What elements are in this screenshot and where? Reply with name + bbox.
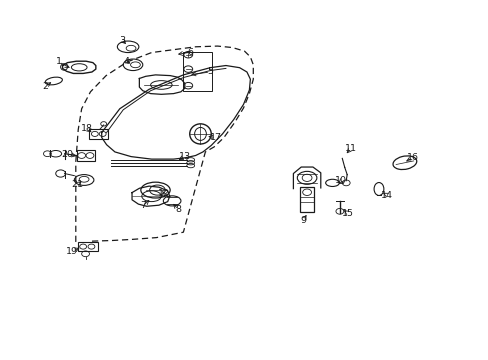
- Bar: [89, 129, 107, 139]
- Text: 11: 11: [345, 144, 356, 153]
- Text: 1: 1: [56, 57, 61, 66]
- Bar: [183, 52, 211, 91]
- Text: 8: 8: [175, 205, 181, 214]
- Text: 9: 9: [300, 216, 305, 225]
- Text: 21: 21: [71, 180, 83, 189]
- Text: 16: 16: [407, 153, 418, 162]
- Text: 6: 6: [187, 48, 193, 57]
- Text: 7: 7: [140, 202, 145, 210]
- Text: 5: 5: [207, 68, 213, 77]
- Bar: [300, 187, 313, 212]
- Text: 13: 13: [179, 152, 190, 161]
- Text: 2: 2: [42, 82, 48, 91]
- Text: 12: 12: [158, 189, 169, 198]
- Text: 15: 15: [342, 209, 353, 217]
- Text: 4: 4: [123, 57, 129, 66]
- Text: 17: 17: [210, 133, 222, 142]
- Text: 10: 10: [335, 176, 346, 185]
- Bar: [78, 242, 98, 251]
- Text: 14: 14: [381, 191, 392, 199]
- Text: 3: 3: [119, 36, 125, 45]
- Bar: [77, 150, 95, 161]
- Text: 18: 18: [81, 124, 93, 133]
- Text: 20: 20: [61, 150, 73, 158]
- Text: 19: 19: [66, 247, 78, 256]
